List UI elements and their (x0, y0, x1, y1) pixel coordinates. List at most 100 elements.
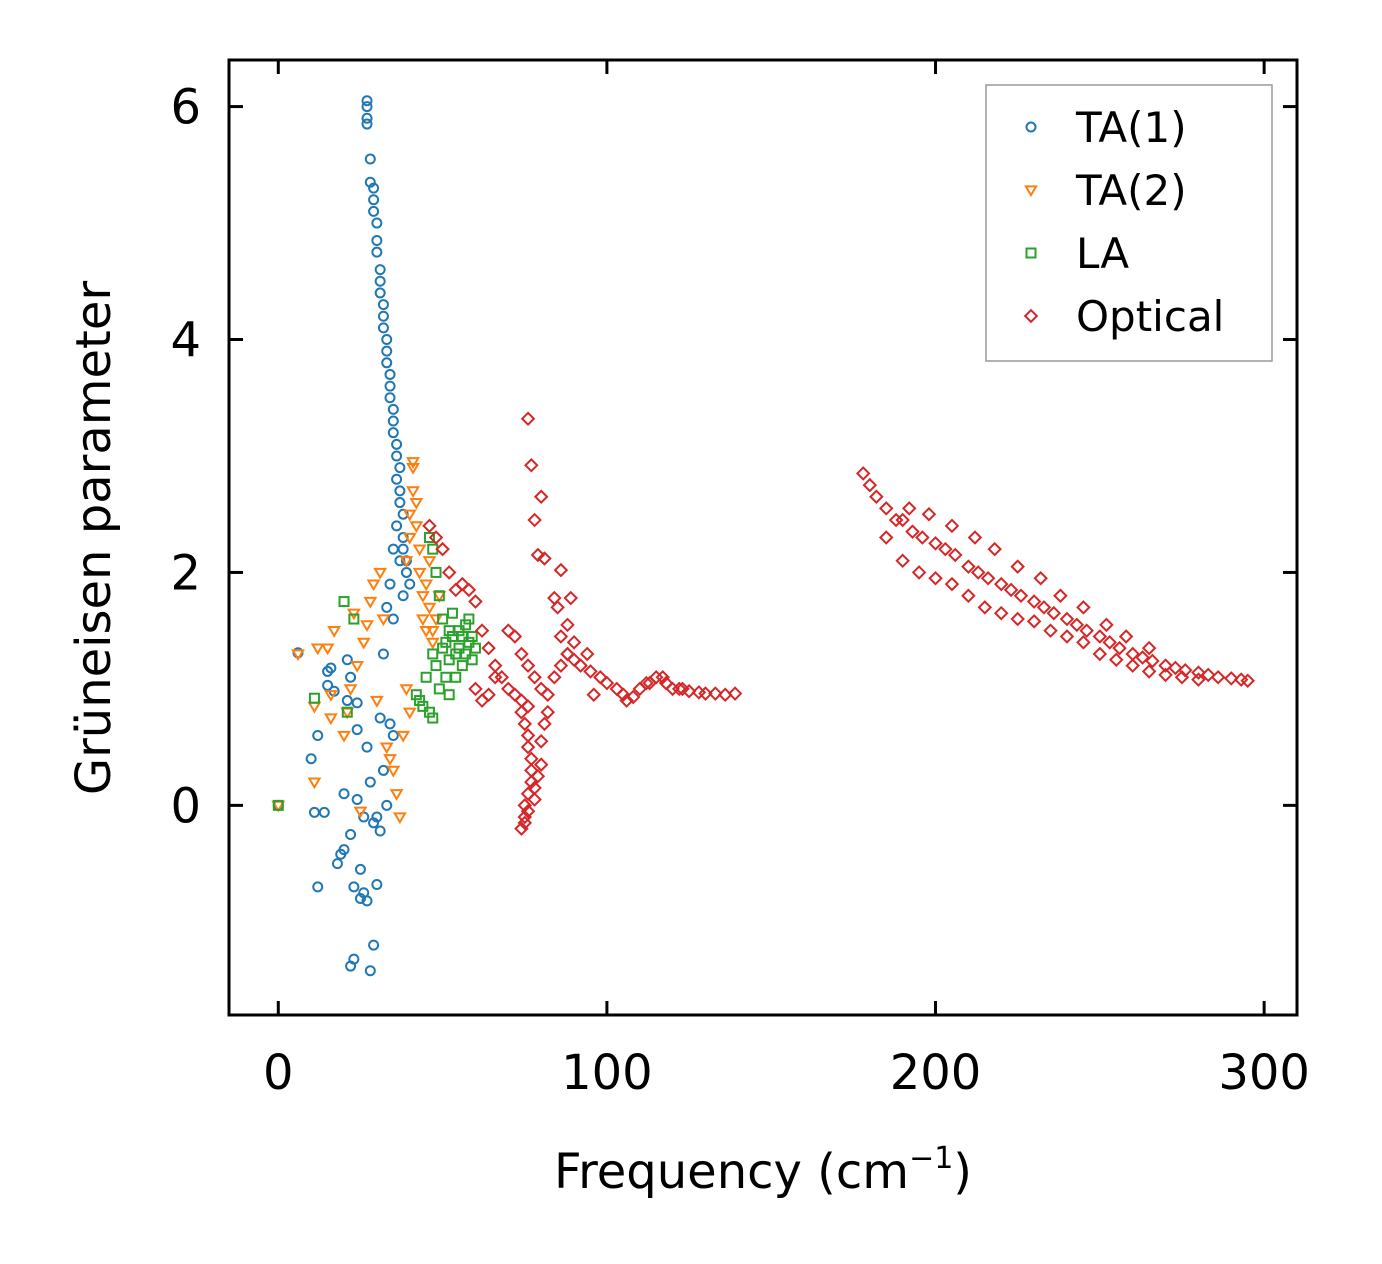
data-point-ta-1 (351, 724, 363, 736)
data-point-ta-1 (384, 578, 396, 590)
data-point-ta-1 (387, 403, 399, 415)
data-point-la (430, 566, 442, 578)
data-point-optical (517, 716, 533, 732)
data-point-ta-2 (356, 637, 371, 650)
data-point-ta-2 (392, 812, 407, 825)
data-point-optical (1112, 640, 1127, 656)
data-point-optical (487, 669, 503, 685)
data-point-optical (530, 547, 546, 563)
data-point-ta-1 (391, 450, 403, 462)
data-point-ta-1 (308, 806, 320, 818)
data-point-optical (563, 590, 579, 606)
data-point-ta-1 (364, 776, 376, 788)
data-point-ta-1 (387, 729, 399, 741)
data-point-optical (970, 565, 986, 580)
data-point-ta-2 (422, 602, 437, 615)
data-point-ta-2 (343, 684, 358, 697)
data-point-la (440, 671, 452, 683)
data-point-la (417, 700, 429, 712)
data-point-ta-2 (412, 544, 427, 557)
data-point-la (437, 613, 449, 625)
data-point-ta-2 (323, 713, 338, 726)
data-point-optical (862, 477, 878, 493)
data-point-ta-2 (412, 567, 427, 580)
data-point-ta-2 (386, 765, 401, 778)
data-point-la (463, 636, 475, 648)
data-point-optical (560, 617, 575, 633)
data-point-ta-1 (361, 895, 373, 907)
data-point-ta-1 (384, 718, 396, 730)
data-point-ta-2 (419, 626, 434, 638)
data-point-ta-1 (345, 828, 357, 840)
data-point-ta-1 (368, 182, 380, 194)
data-point-optical (855, 466, 871, 481)
data-point-optical (671, 681, 687, 697)
data-point-optical (1043, 623, 1058, 638)
data-point-la (433, 683, 445, 695)
data-point-ta-1 (312, 729, 324, 741)
data-point-optical (928, 570, 943, 586)
data-point-ta-1 (341, 695, 353, 707)
data-point-ta-2 (415, 614, 430, 627)
data-point-optical (507, 629, 523, 644)
series-optical (422, 411, 1255, 836)
data-point-ta-1 (368, 194, 380, 206)
plot-frame (227, 58, 1299, 1017)
data-point-optical (961, 588, 976, 603)
data-point-optical (468, 594, 483, 609)
data-point-optical (1026, 594, 1042, 609)
data-point-optical (639, 675, 654, 691)
data-point-optical (1125, 658, 1140, 673)
data-point-la (466, 630, 478, 642)
data-point-optical (533, 734, 549, 749)
legend-marker (1024, 185, 1038, 198)
data-point-ta-1 (391, 438, 403, 450)
data-point-optical (1010, 559, 1025, 574)
y-tick-label: 2 (170, 545, 201, 601)
data-point-la (437, 642, 449, 654)
data-point-ta-2 (291, 649, 305, 662)
data-point-la (446, 607, 458, 619)
data-point-optical (869, 489, 884, 505)
data-point-la (456, 660, 468, 672)
data-point-optical (474, 623, 490, 638)
data-point-ta-1 (361, 101, 373, 113)
data-point-optical (895, 553, 910, 569)
data-point-la (446, 630, 458, 642)
data-point-ta-1 (377, 764, 389, 776)
data-point-ta-1 (394, 497, 406, 509)
data-point-ta-1 (387, 613, 399, 625)
data-point-ta-2 (402, 532, 417, 545)
data-point-optical (993, 605, 1009, 621)
data-point-optical (1210, 669, 1226, 685)
data-point-ta-2 (419, 579, 434, 592)
data-point-optical (944, 518, 960, 534)
data-point-ta-1 (377, 648, 389, 660)
data-point-ta-1 (384, 368, 396, 380)
data-point-ta-1 (384, 380, 396, 392)
data-point-optical (468, 681, 483, 697)
data-point-optical (540, 704, 556, 720)
data-point-optical (1191, 665, 1206, 680)
data-point-optical (553, 562, 569, 578)
data-point-ta-2 (409, 497, 424, 510)
data-marks (271, 95, 1255, 977)
data-point-ta-1 (331, 858, 343, 870)
data-point-optical (895, 512, 910, 528)
data-point-ta-2 (310, 643, 325, 656)
data-point-ta-2 (399, 684, 414, 697)
data-point-la (423, 706, 435, 718)
data-point-optical (905, 524, 920, 539)
data-point-optical (1069, 617, 1085, 633)
data-point-ta-1 (361, 95, 373, 107)
data-point-ta-1 (361, 112, 373, 124)
data-point-optical (599, 675, 615, 691)
data-point-optical (878, 530, 894, 545)
data-point-ta-1 (341, 654, 353, 666)
data-point-ta-1 (351, 697, 363, 709)
data-point-ta-1 (374, 712, 386, 724)
data-point-la (463, 613, 475, 625)
data-point-ta-2 (353, 806, 368, 819)
data-point-ta-2 (402, 509, 417, 522)
data-point-ta-2 (409, 521, 424, 534)
